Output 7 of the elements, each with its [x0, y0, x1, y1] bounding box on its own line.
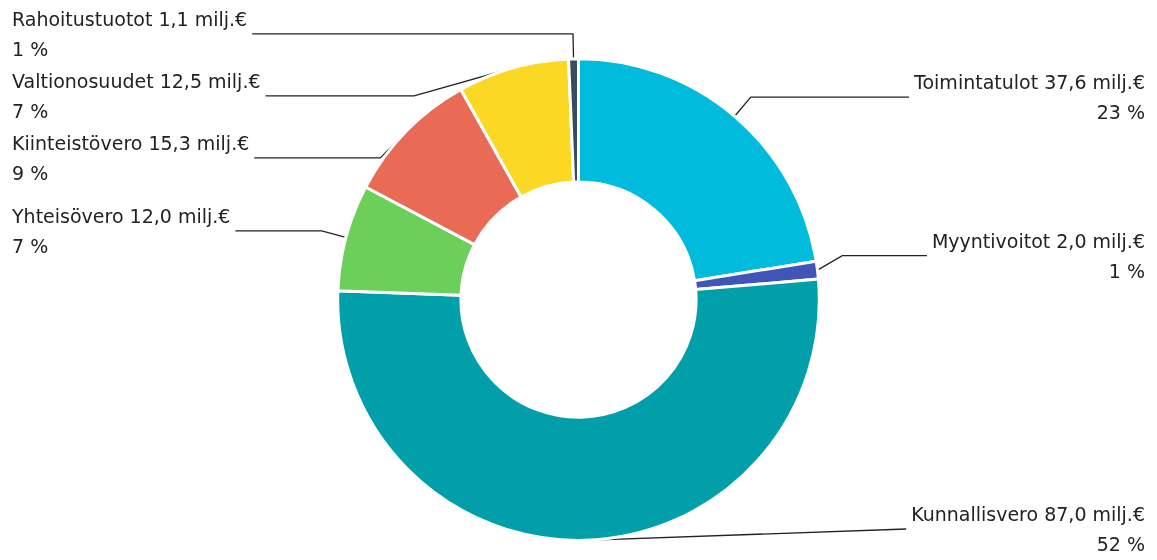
slice-label: Toimintatulot 37,6 milj.€ 23 %	[913, 71, 1145, 124]
slice-label: Kiinteistövero 15,3 milj.€ 9 %	[12, 131, 250, 184]
slice-label: Kunnallisvero 87,0 milj.€ 52 %	[911, 503, 1145, 555]
slice-label: Valtionosuudet 12,5 milj.€ 7 %	[12, 69, 261, 122]
slice-label: Myyntivoitot 2,0 milj.€ 1 %	[931, 229, 1145, 282]
slice-label: Yhteisövero 12,0 milj.€ 7 %	[11, 204, 231, 257]
slice-label: Rahoitustuotot 1,1 milj.€ 1 %	[12, 7, 248, 60]
